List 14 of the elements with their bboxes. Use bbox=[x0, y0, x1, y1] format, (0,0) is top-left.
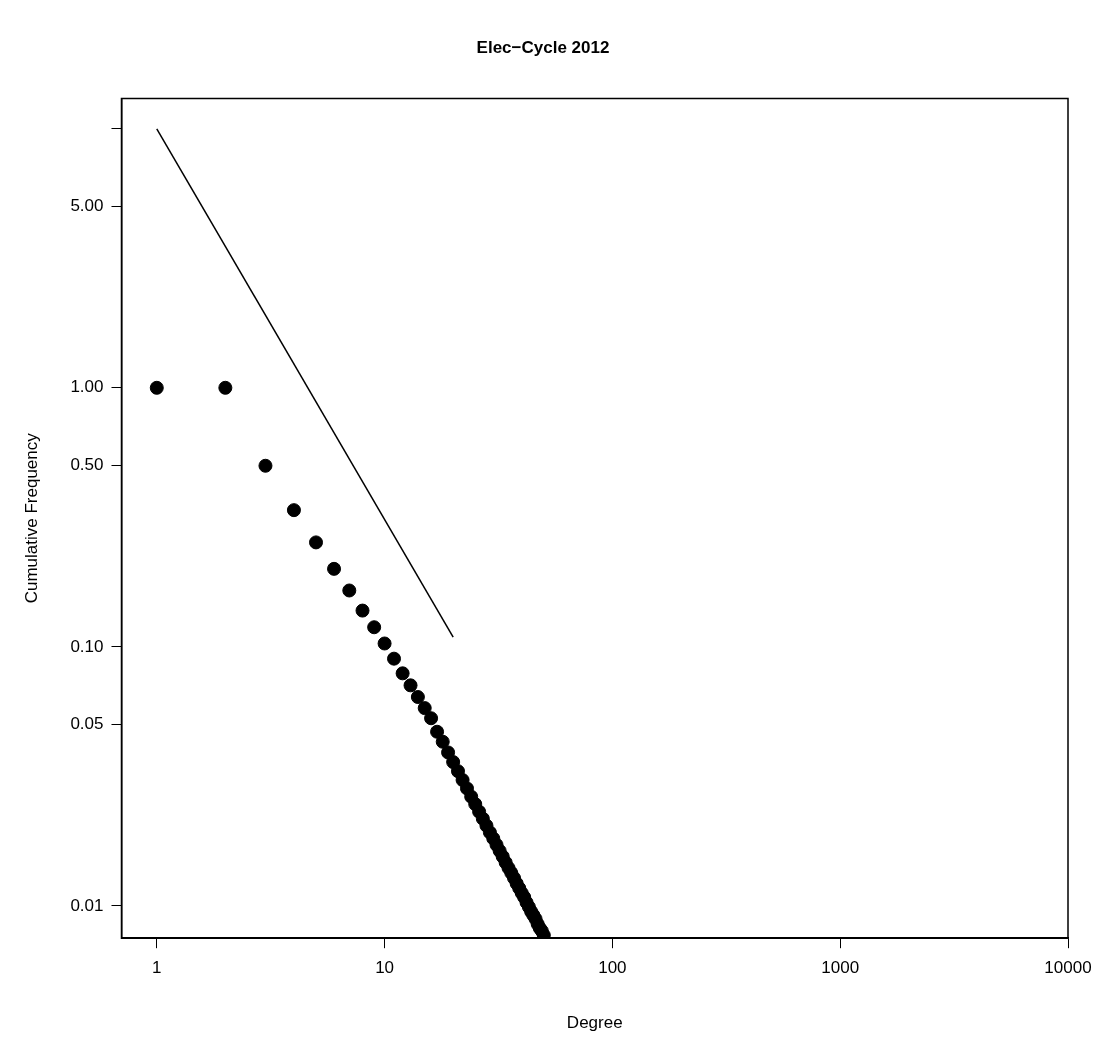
x-tick-label: 100 bbox=[598, 958, 627, 978]
y-tick-label: 0.01 bbox=[70, 895, 104, 915]
x-tick-label: 10000 bbox=[1044, 958, 1092, 978]
y-axis-title: Cumulative Frequency bbox=[21, 432, 41, 604]
x-tick-label: 1000 bbox=[821, 958, 860, 978]
x-axis-title: Degree bbox=[566, 1013, 623, 1033]
y-tick-label: 0.10 bbox=[70, 636, 104, 656]
y-tick-label: 1.00 bbox=[70, 377, 104, 397]
chart-title: Elec−Cycle 2012 bbox=[476, 37, 610, 57]
y-tick-label: 0.50 bbox=[70, 455, 104, 475]
x-tick-label: 1 bbox=[152, 958, 162, 978]
x-tick-label: 10 bbox=[375, 958, 395, 978]
y-tick-label: 0.05 bbox=[70, 714, 104, 734]
y-tick-label: 5.00 bbox=[70, 196, 104, 216]
